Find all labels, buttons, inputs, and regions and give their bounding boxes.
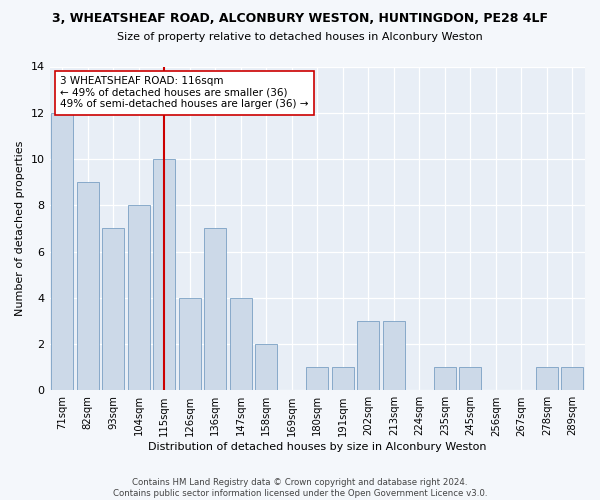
- X-axis label: Distribution of detached houses by size in Alconbury Weston: Distribution of detached houses by size …: [148, 442, 487, 452]
- Text: Contains HM Land Registry data © Crown copyright and database right 2024.
Contai: Contains HM Land Registry data © Crown c…: [113, 478, 487, 498]
- Bar: [52, 113, 73, 390]
- Bar: [562, 367, 583, 390]
- Text: 3, WHEATSHEAF ROAD, ALCONBURY WESTON, HUNTINGDON, PE28 4LF: 3, WHEATSHEAF ROAD, ALCONBURY WESTON, HU…: [52, 12, 548, 26]
- Bar: [383, 321, 404, 390]
- Y-axis label: Number of detached properties: Number of detached properties: [15, 140, 25, 316]
- Bar: [205, 228, 226, 390]
- Bar: [103, 228, 124, 390]
- Bar: [434, 367, 455, 390]
- Text: Size of property relative to detached houses in Alconbury Weston: Size of property relative to detached ho…: [117, 32, 483, 42]
- Bar: [536, 367, 557, 390]
- Bar: [230, 298, 251, 390]
- Bar: [332, 367, 353, 390]
- Bar: [460, 367, 481, 390]
- Text: 3 WHEATSHEAF ROAD: 116sqm
← 49% of detached houses are smaller (36)
49% of semi-: 3 WHEATSHEAF ROAD: 116sqm ← 49% of detac…: [60, 76, 309, 110]
- Bar: [256, 344, 277, 391]
- Bar: [77, 182, 98, 390]
- Bar: [307, 367, 328, 390]
- Bar: [128, 206, 149, 390]
- Bar: [179, 298, 200, 390]
- Bar: [358, 321, 379, 390]
- Bar: [154, 159, 175, 390]
